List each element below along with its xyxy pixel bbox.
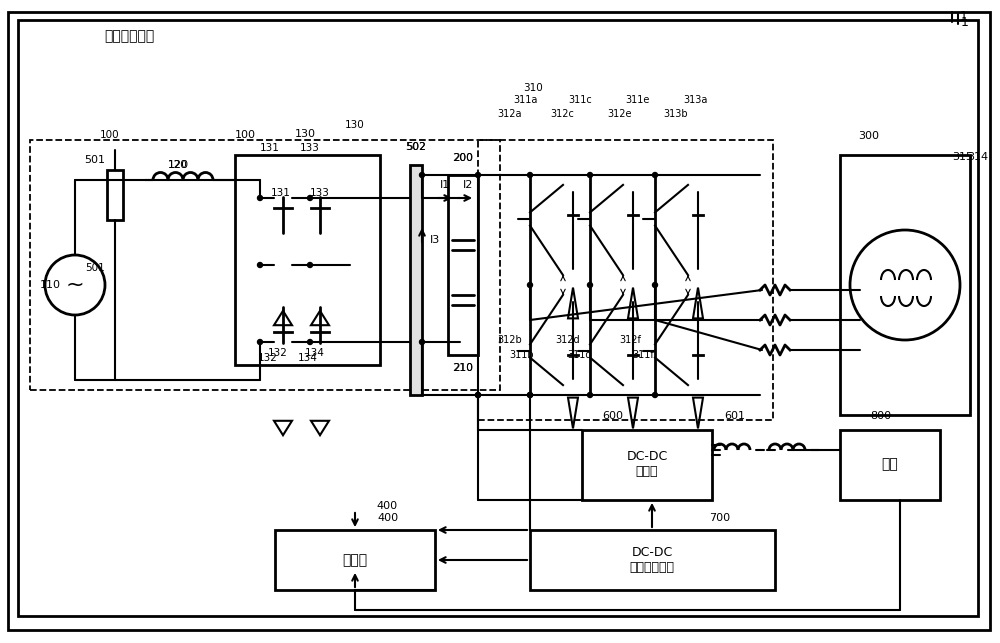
Text: 311b: 311b: [510, 350, 534, 360]
Text: 132: 132: [258, 353, 278, 363]
Text: DC-DC
转换器控制部: DC-DC 转换器控制部: [630, 546, 674, 574]
Circle shape: [258, 262, 262, 267]
Text: 200: 200: [453, 153, 473, 163]
Circle shape: [652, 282, 658, 287]
Text: 311c: 311c: [568, 95, 592, 105]
Text: 312d: 312d: [556, 335, 580, 345]
Circle shape: [528, 172, 532, 177]
Text: 400: 400: [377, 513, 399, 523]
Circle shape: [652, 172, 658, 177]
Circle shape: [258, 195, 262, 201]
Bar: [448, 175, 478, 355]
Text: 110: 110: [40, 280, 60, 290]
Text: 1: 1: [961, 15, 969, 28]
Text: I1: I1: [440, 180, 450, 190]
Text: 311d: 311d: [568, 350, 592, 360]
Bar: [235, 155, 380, 365]
Text: 100: 100: [100, 130, 120, 140]
Text: 311f: 311f: [632, 350, 654, 360]
Text: 电力转换装置: 电力转换装置: [104, 29, 154, 43]
Text: 133: 133: [300, 143, 320, 153]
Text: I2: I2: [463, 180, 473, 190]
Circle shape: [476, 172, 480, 177]
Text: ~: ~: [66, 275, 84, 295]
Text: 313b: 313b: [664, 109, 688, 119]
Text: 600: 600: [602, 411, 624, 421]
Bar: [530, 530, 775, 590]
Text: 312e: 312e: [608, 109, 632, 119]
Text: 800: 800: [870, 411, 891, 421]
Text: 134: 134: [298, 353, 318, 363]
Circle shape: [308, 195, 312, 201]
Text: 601: 601: [724, 411, 746, 421]
Text: 311a: 311a: [513, 95, 537, 105]
Text: 313a: 313a: [683, 95, 707, 105]
Bar: [840, 430, 940, 500]
Circle shape: [308, 340, 312, 345]
Text: 负载: 负载: [882, 457, 898, 471]
Bar: [478, 140, 773, 420]
Text: 311e: 311e: [626, 95, 650, 105]
Text: 210: 210: [452, 363, 474, 373]
Text: 控制部: 控制部: [342, 553, 368, 567]
Text: 312c: 312c: [550, 109, 574, 119]
Circle shape: [258, 340, 262, 345]
Circle shape: [476, 392, 480, 397]
Text: 210: 210: [453, 363, 473, 373]
Text: 315: 315: [952, 152, 974, 162]
Circle shape: [528, 392, 532, 397]
Text: 312a: 312a: [498, 109, 522, 119]
Text: 133: 133: [310, 188, 330, 198]
Bar: [410, 165, 422, 395]
Text: 120: 120: [168, 160, 188, 170]
Bar: [582, 430, 712, 500]
Text: DC-DC
转换器: DC-DC 转换器: [626, 450, 668, 478]
Text: 131: 131: [260, 143, 280, 153]
Text: 200: 200: [452, 153, 474, 163]
Circle shape: [308, 262, 312, 267]
Text: 300: 300: [858, 131, 879, 141]
Bar: [107, 170, 123, 220]
Bar: [275, 530, 435, 590]
Text: 700: 700: [709, 513, 731, 523]
Text: 134: 134: [305, 348, 325, 358]
Text: 131: 131: [271, 188, 291, 198]
Text: 501: 501: [85, 263, 105, 273]
Text: 130: 130: [294, 129, 316, 139]
Bar: [840, 155, 970, 415]
Text: 502: 502: [406, 142, 426, 152]
Circle shape: [420, 340, 424, 345]
Circle shape: [528, 282, 532, 287]
Circle shape: [528, 392, 532, 397]
Circle shape: [476, 392, 480, 397]
Text: 310: 310: [523, 83, 543, 93]
Text: 1: 1: [960, 10, 968, 24]
Text: 501: 501: [84, 155, 106, 165]
Circle shape: [420, 172, 424, 177]
Circle shape: [588, 172, 592, 177]
Circle shape: [652, 392, 658, 397]
Text: 312b: 312b: [498, 335, 522, 345]
Text: I3: I3: [430, 235, 440, 245]
Circle shape: [588, 392, 592, 397]
Bar: [30, 140, 500, 390]
Text: 120: 120: [167, 160, 189, 170]
Text: 502: 502: [405, 142, 427, 152]
Circle shape: [588, 282, 592, 287]
Text: 312f: 312f: [619, 335, 641, 345]
Text: 132: 132: [268, 348, 288, 358]
Text: 130: 130: [345, 120, 365, 130]
Text: 100: 100: [235, 130, 256, 140]
Text: 314: 314: [967, 152, 989, 162]
Text: 400: 400: [376, 501, 398, 511]
